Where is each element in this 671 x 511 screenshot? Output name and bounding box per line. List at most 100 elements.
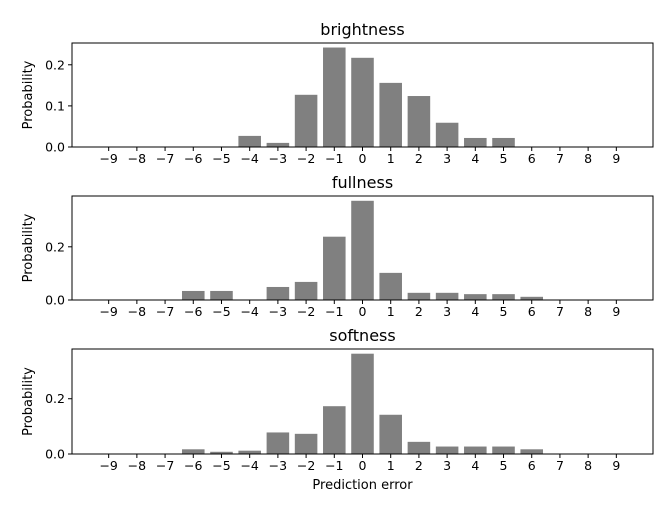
x-tick-label-brightness--7: −7 [156, 151, 174, 166]
x-tick-label-softness-8: 8 [584, 458, 592, 473]
bar-brightness-1 [379, 82, 402, 147]
x-tick-label-brightness--5: −5 [212, 151, 230, 166]
bar-softness-0 [351, 353, 374, 454]
x-tick-label-fullness-3: 3 [443, 304, 451, 319]
chart-title-brightness: brightness [320, 20, 404, 39]
y-tick-label-softness-0: 0.0 [45, 447, 65, 462]
x-tick-label-fullness-7: 7 [556, 304, 564, 319]
x-tick-label-fullness--2: −2 [297, 304, 315, 319]
bar-brightness--4 [238, 135, 261, 147]
x-tick-label-fullness-5: 5 [500, 304, 508, 319]
bar-fullness-0 [351, 200, 374, 300]
bar-brightness-5 [492, 137, 515, 147]
bar-brightness-3 [435, 122, 459, 147]
y-tick-label-fullness-0: 0.0 [45, 293, 65, 308]
x-tick-label-softness--5: −5 [212, 458, 230, 473]
x-tick-label-fullness-2: 2 [415, 304, 423, 319]
y-tick-label-fullness-0.2: 0.2 [45, 239, 65, 254]
bar-fullness--2 [294, 281, 318, 300]
x-tick-label-brightness-7: 7 [556, 151, 564, 166]
y-tick-label-brightness-0.1: 0.1 [45, 98, 65, 113]
x-tick-label-softness--7: −7 [156, 458, 174, 473]
x-tick-label-brightness-6: 6 [528, 151, 536, 166]
x-tick-label-fullness-6: 6 [528, 304, 536, 319]
x-tick-label-brightness--4: −4 [240, 151, 258, 166]
y-axis-label-brightness: Probability [21, 60, 36, 129]
bar-fullness-6 [520, 296, 544, 300]
x-tick-label-brightness-5: 5 [500, 151, 508, 166]
bar-softness--6 [181, 449, 205, 454]
x-tick-label-brightness-0: 0 [359, 151, 367, 166]
bar-softness-1 [379, 414, 402, 454]
x-tick-label-softness--1: −1 [325, 458, 343, 473]
bar-fullness--6 [181, 290, 205, 300]
bar-softness--3 [266, 432, 290, 454]
x-tick-label-brightness-3: 3 [443, 151, 451, 166]
x-tick-label-softness-4: 4 [471, 458, 479, 473]
y-axis-label-softness: Probability [21, 367, 36, 436]
bar-softness-2 [407, 441, 431, 454]
bar-softness--5 [210, 451, 233, 454]
bar-softness-5 [492, 446, 515, 454]
bar-fullness--3 [266, 286, 290, 300]
bar-brightness-2 [407, 96, 431, 147]
x-tick-label-brightness--8: −8 [128, 151, 146, 166]
x-tick-label-fullness-1: 1 [387, 304, 395, 319]
y-tick-label-brightness-0: 0.0 [45, 140, 65, 155]
x-tick-label-softness--2: −2 [297, 458, 315, 473]
bar-brightness--1 [323, 47, 346, 147]
bar-fullness--5 [210, 290, 233, 300]
x-tick-label-softness-5: 5 [500, 458, 508, 473]
x-tick-label-fullness--6: −6 [184, 304, 202, 319]
x-tick-label-softness--6: −6 [184, 458, 202, 473]
x-tick-label-brightness--1: −1 [325, 151, 343, 166]
bar-softness--4 [238, 450, 261, 454]
x-tick-label-brightness-1: 1 [387, 151, 395, 166]
x-tick-label-softness-0: 0 [359, 458, 367, 473]
x-tick-label-fullness-9: 9 [612, 304, 620, 319]
x-tick-label-softness--9: −9 [99, 458, 117, 473]
x-tick-label-softness-3: 3 [443, 458, 451, 473]
x-tick-label-brightness-9: 9 [612, 151, 620, 166]
x-tick-label-fullness-0: 0 [359, 304, 367, 319]
x-tick-label-brightness--6: −6 [184, 151, 202, 166]
bar-fullness-4 [464, 294, 487, 300]
x-tick-label-brightness--3: −3 [269, 151, 287, 166]
y-tick-label-softness-0.2: 0.2 [45, 391, 65, 406]
x-tick-label-fullness--5: −5 [212, 304, 230, 319]
chart-title-fullness: fullness [332, 173, 393, 192]
x-tick-label-softness--8: −8 [128, 458, 146, 473]
x-tick-label-brightness-8: 8 [584, 151, 592, 166]
x-tick-label-softness-6: 6 [528, 458, 536, 473]
y-axis-label-fullness: Probability [21, 213, 36, 282]
bar-brightness-0 [351, 57, 374, 148]
x-tick-label-fullness-8: 8 [584, 304, 592, 319]
bar-softness--1 [323, 406, 346, 454]
x-tick-label-brightness-2: 2 [415, 151, 423, 166]
bar-softness--2 [294, 433, 318, 454]
x-tick-label-fullness--9: −9 [99, 304, 117, 319]
x-tick-label-fullness--4: −4 [240, 304, 258, 319]
bar-fullness-2 [407, 292, 431, 300]
x-tick-label-fullness-4: 4 [471, 304, 479, 319]
y-tick-label-brightness-0.2: 0.2 [45, 57, 65, 72]
x-tick-label-fullness--8: −8 [128, 304, 146, 319]
bar-softness-3 [435, 446, 459, 454]
bar-fullness-3 [435, 292, 459, 300]
bar-fullness-5 [492, 294, 515, 300]
x-tick-label-softness-9: 9 [612, 458, 620, 473]
x-tick-label-softness-7: 7 [556, 458, 564, 473]
bar-brightness--2 [294, 94, 318, 147]
x-tick-label-fullness--7: −7 [156, 304, 174, 319]
x-tick-label-softness-2: 2 [415, 458, 423, 473]
x-tick-label-softness--3: −3 [269, 458, 287, 473]
x-tick-label-brightness--9: −9 [99, 151, 117, 166]
bar-fullness--1 [323, 236, 346, 300]
chart-title-softness: softness [329, 326, 395, 345]
x-tick-label-brightness-4: 4 [471, 151, 479, 166]
bar-softness-6 [520, 449, 544, 454]
x-tick-label-softness--4: −4 [240, 458, 258, 473]
x-tick-label-fullness--3: −3 [269, 304, 287, 319]
x-tick-label-brightness--2: −2 [297, 151, 315, 166]
